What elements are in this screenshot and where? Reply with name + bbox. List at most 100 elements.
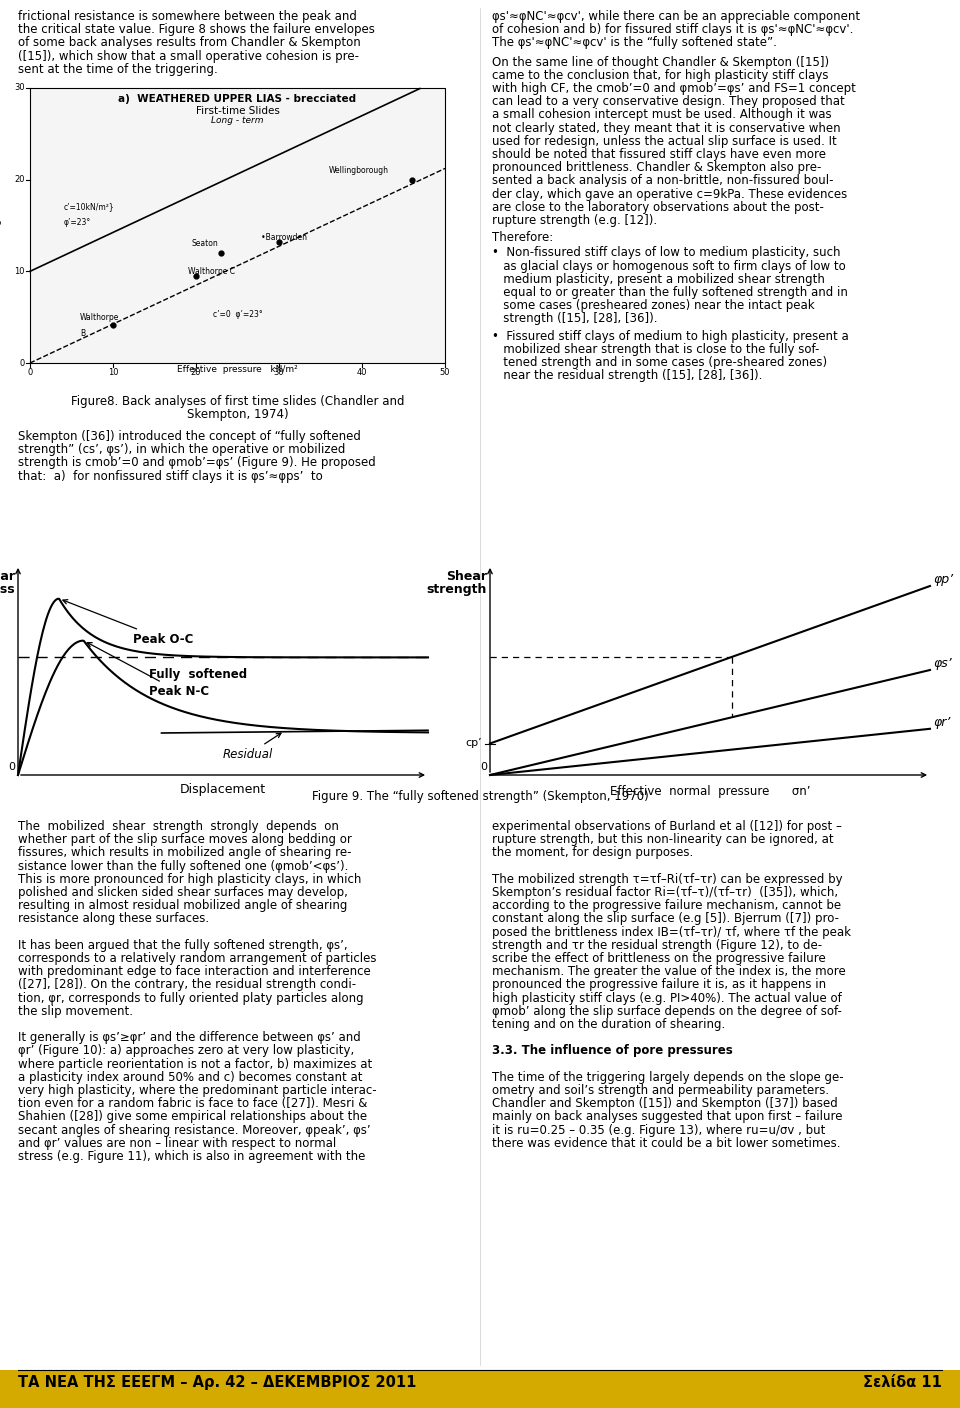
Text: •  Non-fissured stiff clays of low to medium plasticity, such: • Non-fissured stiff clays of low to med… — [492, 246, 841, 259]
Text: can lead to a very conservative design. They proposed that: can lead to a very conservative design. … — [492, 96, 845, 108]
Text: Skempton, 1974): Skempton, 1974) — [186, 408, 288, 421]
Text: of some back analyses results from Chandler & Skempton: of some back analyses results from Chand… — [18, 37, 361, 49]
Text: This is more pronounced for high plasticity clays, in which: This is more pronounced for high plastic… — [18, 873, 361, 886]
Text: medium plasticity, present a mobilized shear strength: medium plasticity, present a mobilized s… — [492, 273, 825, 286]
Text: φp’: φp’ — [933, 573, 953, 586]
Text: Walthorpe C: Walthorpe C — [188, 266, 234, 276]
Text: The  mobilized  shear  strength  strongly  depends  on: The mobilized shear strength strongly de… — [18, 819, 339, 834]
Text: 30: 30 — [14, 83, 25, 93]
Text: Residual: Residual — [223, 734, 281, 762]
Text: where particle reorientation is not a factor, b) maximizes at: where particle reorientation is not a fa… — [18, 1057, 372, 1070]
Text: some cases (presheared zones) near the intact peak: some cases (presheared zones) near the i… — [492, 300, 815, 313]
Text: stress: stress — [0, 583, 15, 596]
Text: very high plasticity, where the predominant particle interac-: very high plasticity, where the predomin… — [18, 1084, 376, 1097]
Bar — [30, 87, 445, 363]
Text: constant along the slip surface (e.g [5]). Bjerrum ([7]) pro-: constant along the slip surface (e.g [5]… — [492, 912, 839, 925]
Text: 0: 0 — [480, 762, 487, 772]
Text: Σελίδα 11: Σελίδα 11 — [863, 1376, 942, 1390]
Text: sistance lower than the fully softened one (φmob’<φs’).: sistance lower than the fully softened o… — [18, 860, 348, 873]
Text: strength and τr the residual strength (Figure 12), to de-: strength and τr the residual strength (F… — [492, 939, 822, 952]
Text: as glacial clays or homogenous soft to firm clays of low to: as glacial clays or homogenous soft to f… — [492, 259, 846, 273]
Text: •  Fissured stiff clays of medium to high plasticity, present a: • Fissured stiff clays of medium to high… — [492, 329, 849, 342]
Text: resulting in almost residual mobilized angle of shearing: resulting in almost residual mobilized a… — [18, 900, 348, 912]
Text: a)  WEATHERED UPPER LIAS - brecciated: a) WEATHERED UPPER LIAS - brecciated — [118, 94, 356, 104]
Text: mainly on back analyses suggested that upon first – failure: mainly on back analyses suggested that u… — [492, 1111, 843, 1124]
Text: First-time Slides: First-time Slides — [196, 106, 279, 115]
Text: Displacement: Displacement — [180, 783, 266, 796]
Text: Shear strength   kN/m²: Shear strength kN/m² — [0, 173, 3, 277]
Text: according to the progressive failure mechanism, cannot be: according to the progressive failure mec… — [492, 900, 841, 912]
Text: tion even for a random fabric is face to face ([27]). Mesri &: tion even for a random fabric is face to… — [18, 1097, 368, 1110]
Text: 40: 40 — [357, 367, 368, 377]
Text: 0: 0 — [8, 762, 15, 772]
Text: It generally is φs’≥φr’ and the difference between φs’ and: It generally is φs’≥φr’ and the differen… — [18, 1031, 361, 1045]
Text: 20: 20 — [191, 367, 202, 377]
Text: near the residual strength ([15], [28], [36]).: near the residual strength ([15], [28], … — [492, 369, 762, 382]
Text: should be noted that fissured stiff clays have even more: should be noted that fissured stiff clay… — [492, 148, 826, 161]
Text: experimental observations of Burland et al ([12]) for post –: experimental observations of Burland et … — [492, 819, 842, 834]
Text: and φr’ values are non – linear with respect to normal: and φr’ values are non – linear with res… — [18, 1136, 336, 1150]
Text: Effective  normal  pressure      σn’: Effective normal pressure σn’ — [610, 786, 810, 798]
Text: mechanism. The greater the value of the index is, the more: mechanism. The greater the value of the … — [492, 966, 846, 979]
Text: pronounced the progressive failure it is, as it happens in: pronounced the progressive failure it is… — [492, 979, 827, 991]
Text: whether part of the slip surface moves along bedding or: whether part of the slip surface moves a… — [18, 834, 352, 846]
Text: used for redesign, unless the actual slip surface is used. It: used for redesign, unless the actual sli… — [492, 135, 837, 148]
Text: that:  a)  for nonfissured stiff clays it is φs’≈φps’  to: that: a) for nonfissured stiff clays it … — [18, 470, 323, 483]
Text: Shahien ([28]) give some empirical relationships about the: Shahien ([28]) give some empirical relat… — [18, 1111, 367, 1124]
Text: rupture strength (e.g. [12]).: rupture strength (e.g. [12]). — [492, 214, 658, 227]
Text: 0: 0 — [20, 359, 25, 367]
Text: Skempton ([36]) introduced the concept of “fully softened: Skempton ([36]) introduced the concept o… — [18, 429, 361, 444]
Text: 20: 20 — [14, 175, 25, 184]
Text: φr’ (Figure 10): a) approaches zero at very low plasticity,: φr’ (Figure 10): a) approaches zero at v… — [18, 1045, 354, 1057]
Text: Long - term: Long - term — [211, 115, 264, 125]
Text: strength: strength — [426, 583, 487, 596]
Text: Shear: Shear — [0, 570, 15, 583]
Text: B: B — [80, 328, 84, 338]
Text: sent at the time of the triggering.: sent at the time of the triggering. — [18, 63, 218, 76]
Text: Shear: Shear — [446, 570, 487, 583]
Text: strength” (cs’, φs’), in which the operative or mobilized: strength” (cs’, φs’), in which the opera… — [18, 444, 346, 456]
Text: Seaton: Seaton — [192, 239, 219, 248]
Text: der clay, which gave an operative c=9kPa. These evidences: der clay, which gave an operative c=9kPa… — [492, 187, 848, 200]
Text: c’=10kN/m²}: c’=10kN/m²} — [63, 203, 114, 211]
Text: 10: 10 — [108, 367, 118, 377]
Text: Therefore:: Therefore: — [492, 231, 553, 244]
Text: On the same line of thought Chandler & Skempton ([15]): On the same line of thought Chandler & S… — [492, 55, 829, 69]
Text: the critical state value. Figure 8 shows the failure envelopes: the critical state value. Figure 8 shows… — [18, 23, 374, 37]
Text: tion, φr, corresponds to fully oriented platy particles along: tion, φr, corresponds to fully oriented … — [18, 991, 364, 1004]
Text: came to the conclusion that, for high plasticity stiff clays: came to the conclusion that, for high pl… — [492, 69, 828, 82]
Text: Wellingborough: Wellingborough — [328, 166, 389, 175]
Text: high plasticity stiff clays (e.g. PI>40%). The actual value of: high plasticity stiff clays (e.g. PI>40%… — [492, 991, 842, 1004]
Text: secant angles of shearing resistance. Moreover, φpeak’, φs’: secant angles of shearing resistance. Mo… — [18, 1124, 371, 1136]
Text: are close to the laboratory observations about the post-: are close to the laboratory observations… — [492, 201, 824, 214]
Text: cp’: cp’ — [466, 739, 482, 749]
Text: The φs'≈φNC'≈φcv' is the “fully softened state”.: The φs'≈φNC'≈φcv' is the “fully softened… — [492, 37, 777, 49]
Text: tening and on the duration of shearing.: tening and on the duration of shearing. — [492, 1018, 725, 1031]
Text: Effective  pressure   kN/m²: Effective pressure kN/m² — [178, 365, 298, 375]
Text: φmob’ along the slip surface depends on the degree of sof-: φmob’ along the slip surface depends on … — [492, 1005, 842, 1018]
Text: Peak N-C: Peak N-C — [87, 642, 209, 698]
Text: φ’=23°: φ’=23° — [63, 218, 90, 227]
Text: Fully  softened: Fully softened — [149, 669, 248, 681]
Text: equal to or greater than the fully softened strength and in: equal to or greater than the fully softe… — [492, 286, 848, 298]
Text: φr’: φr’ — [933, 715, 950, 729]
Text: The time of the triggering largely depends on the slope ge-: The time of the triggering largely depen… — [492, 1071, 844, 1084]
Text: with predominant edge to face interaction and interference: with predominant edge to face interactio… — [18, 966, 371, 979]
Text: Skempton’s residual factor Ri=(τf–τ)/(τf–τr)  ([35]), which,: Skempton’s residual factor Ri=(τf–τ)/(τf… — [492, 886, 838, 898]
Text: of cohesion and b) for fissured stiff clays it is φs'≈φNC'≈φcv'.: of cohesion and b) for fissured stiff cl… — [492, 23, 853, 37]
Text: Figure 9. The “fully softened strength” (Skempton, 1970): Figure 9. The “fully softened strength” … — [312, 790, 648, 803]
Text: the slip movement.: the slip movement. — [18, 1005, 133, 1018]
Text: ΤΑ ΝΕΑ ΤΗΣ ΕΕΕΓΜ – Αρ. 42 – ΔΕΚΕΜΒΡΙΟΣ 2011: ΤΑ ΝΕΑ ΤΗΣ ΕΕΕΓΜ – Αρ. 42 – ΔΕΚΕΜΒΡΙΟΣ 2… — [18, 1376, 417, 1390]
Text: ometry and soil’s strength and permeability parameters.: ometry and soil’s strength and permeabil… — [492, 1084, 829, 1097]
Text: Chandler and Skempton ([15]) and Skempton ([37]) based: Chandler and Skempton ([15]) and Skempto… — [492, 1097, 838, 1110]
Text: stress (e.g. Figure 11), which is also in agreement with the: stress (e.g. Figure 11), which is also i… — [18, 1150, 366, 1163]
Text: 30: 30 — [274, 367, 284, 377]
Text: not clearly stated, they meant that it is conservative when: not clearly stated, they meant that it i… — [492, 121, 841, 135]
Text: Walthorpe: Walthorpe — [80, 313, 119, 321]
Text: mobilized shear strength that is close to the fully sof-: mobilized shear strength that is close t… — [492, 342, 820, 356]
Text: sented a back analysis of a non-brittle, non-fissured boul-: sented a back analysis of a non-brittle,… — [492, 175, 833, 187]
Text: strength ([15], [28], [36]).: strength ([15], [28], [36]). — [492, 313, 658, 325]
Text: It has been argued that the fully softened strength, φs’,: It has been argued that the fully soften… — [18, 939, 348, 952]
Text: 10: 10 — [14, 268, 25, 276]
Text: with high CF, the cmob’=0 and φmob’=φs’ and FS=1 concept: with high CF, the cmob’=0 and φmob’=φs’ … — [492, 82, 856, 94]
